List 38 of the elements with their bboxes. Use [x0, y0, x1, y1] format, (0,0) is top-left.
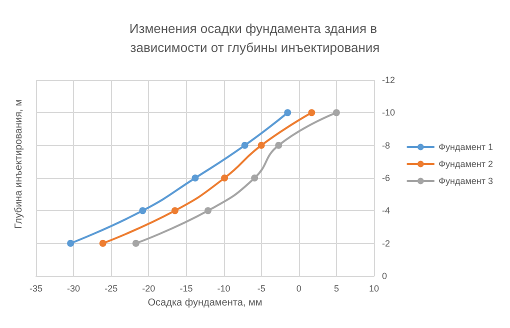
chart-title: Изменения осадки фундамента здания в зависимости от глубины инъектирования: [129, 21, 381, 55]
point: [204, 207, 212, 214]
point: [99, 240, 106, 247]
point: [241, 142, 248, 149]
point: [251, 174, 258, 182]
y-axis-title: Глубина инъектирования, м: [14, 99, 24, 229]
point: [132, 240, 140, 247]
x-tick-label: 0: [296, 284, 302, 294]
y-tick-label: -10: [382, 108, 396, 118]
x-tick-label: -35: [29, 284, 43, 294]
point: [221, 174, 228, 182]
point: [139, 207, 146, 214]
legend-label: Фундамент 1: [438, 142, 494, 152]
y-tick-label: -8: [382, 140, 390, 150]
point: [332, 109, 340, 116]
x-tick-label: -10: [217, 284, 230, 294]
point: [67, 240, 74, 247]
x-tick-label: -30: [67, 284, 80, 294]
y-tick-label: -2: [382, 238, 390, 248]
x-tick-label: -20: [142, 284, 156, 294]
x-tick-label: -25: [104, 284, 118, 294]
point: [258, 142, 265, 149]
x-tick-label: -5: [257, 284, 266, 294]
y-tick-label: -12: [382, 75, 396, 85]
y-tick-label: -6: [382, 173, 390, 183]
y-tick-label: -4: [382, 206, 390, 216]
point: [275, 142, 282, 149]
legend-label: Фундамент 2: [438, 159, 494, 169]
y-tick-label: 0: [382, 271, 388, 281]
point: [192, 174, 199, 182]
point: [308, 109, 316, 116]
x-tick-label: 10: [368, 284, 380, 294]
point: [284, 109, 292, 116]
x-tick-label: -15: [180, 284, 193, 294]
x-axis-title: Осадка фундамента, мм: [148, 297, 262, 308]
legend-label: Фундамент 3: [438, 176, 494, 186]
point: [171, 207, 178, 214]
x-tick-label: 5: [334, 284, 339, 294]
